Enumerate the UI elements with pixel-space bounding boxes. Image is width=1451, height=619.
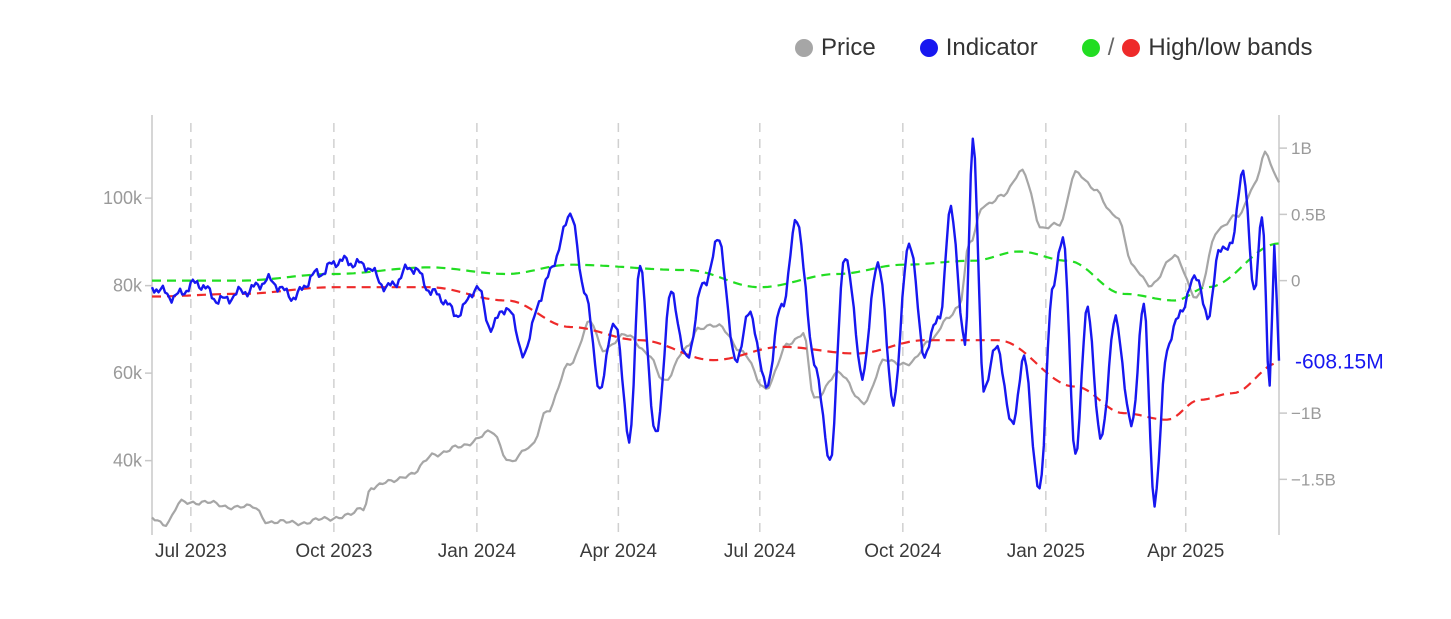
right-tick-label: 0.5B bbox=[1291, 205, 1326, 224]
x-tick-label: Oct 2023 bbox=[295, 541, 372, 562]
right-tick-label: 1B bbox=[1291, 139, 1312, 158]
legend-label-indicator: Indicator bbox=[945, 34, 1038, 61]
right-tick-label: −1.5B bbox=[1291, 470, 1336, 489]
indicator-series-line bbox=[150, 137, 1281, 508]
chart-legend: Price Indicator / High/low bands bbox=[795, 30, 1313, 66]
legend-item-indicator[interactable]: Indicator bbox=[919, 34, 1038, 62]
x-tick-label: Jul 2024 bbox=[724, 541, 796, 562]
legend-label-price: Price bbox=[821, 34, 876, 61]
right-tick-label: 0 bbox=[1291, 272, 1300, 291]
low-band-dot-icon bbox=[1122, 39, 1141, 57]
x-tick-label: Oct 2024 bbox=[864, 541, 942, 562]
right-tick-label: −1B bbox=[1291, 404, 1322, 423]
high-band-dot-icon bbox=[1081, 39, 1100, 57]
legend-item-price[interactable]: Price bbox=[795, 34, 876, 62]
x-tick-label: Apr 2024 bbox=[580, 541, 658, 562]
x-tick-label: Jul 2023 bbox=[155, 541, 227, 562]
x-tick-label: Apr 2025 bbox=[1147, 541, 1224, 562]
left-tick-label: 80k bbox=[113, 276, 143, 296]
indicator-dot-icon bbox=[919, 39, 938, 57]
legend-slash: / bbox=[1107, 34, 1115, 61]
high-band-line bbox=[152, 242, 1280, 302]
x-tick-label: Jan 2025 bbox=[1007, 541, 1085, 562]
left-tick-label: 60k bbox=[113, 363, 143, 383]
price-series-line bbox=[151, 150, 1280, 527]
legend-label-bands: High/low bands bbox=[1148, 34, 1313, 61]
left-tick-label: 40k bbox=[113, 451, 143, 471]
low-band-line bbox=[152, 286, 1280, 421]
left-tick-label: 100k bbox=[103, 188, 143, 208]
legend-item-bands[interactable]: / High/low bands bbox=[1081, 34, 1313, 62]
x-tick-label: Jan 2024 bbox=[438, 541, 517, 562]
price-dot-icon bbox=[795, 39, 813, 57]
last-value-label: -608.15M bbox=[1295, 350, 1384, 373]
